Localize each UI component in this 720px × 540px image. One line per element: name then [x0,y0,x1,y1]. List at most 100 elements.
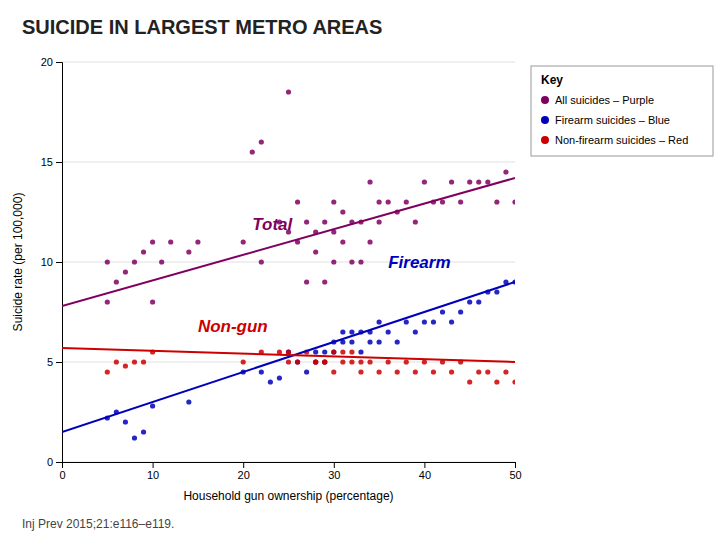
tick: 20 [41,56,62,68]
point [268,379,273,384]
grid-line [62,162,515,163]
point [313,249,318,254]
point [123,419,128,424]
annotation: Non-gun [198,317,268,336]
point [395,369,400,374]
point [358,359,363,364]
legend-entry: All suicides – Purple [555,94,654,106]
point [340,209,345,214]
tick-mark [424,462,425,468]
point [195,239,200,244]
y-axis: 05101520 [41,56,63,468]
point [386,199,391,204]
legend-swatch [541,136,549,144]
point [413,329,418,334]
point [494,289,499,294]
point [331,199,336,204]
point [377,199,382,204]
point [358,259,363,264]
point [349,339,354,344]
point [186,249,191,254]
tick-label: 10 [41,256,53,268]
tick-mark [56,162,62,163]
point [386,329,391,334]
tick-mark [334,462,335,468]
point [449,319,454,324]
point [512,199,515,204]
point [367,359,372,364]
tick-mark [243,462,244,468]
point [141,249,146,254]
point [295,359,300,364]
scatter-series [105,89,515,304]
point [241,359,246,364]
point [114,359,119,364]
point [404,359,409,364]
annotation: Firearm [388,253,450,272]
point [322,359,327,364]
plot-area: 0102030405005101520TotalFirearmNon-gun [41,56,522,481]
point [476,299,481,304]
point [377,219,382,224]
tick-label: 0 [59,469,65,481]
point [431,369,436,374]
point [503,369,508,374]
point [322,279,327,284]
annotation: Total [252,215,293,234]
tick-label: 5 [47,356,53,368]
point [322,359,327,364]
point [159,259,164,264]
point [485,179,490,184]
point [277,375,282,380]
point [503,169,508,174]
point [395,339,400,344]
tick-label: 20 [41,56,53,68]
tick-label: 15 [41,156,53,168]
point [132,435,137,440]
point [512,379,515,384]
tick: 30 [328,462,340,481]
point [150,239,155,244]
legend-title: Key [541,73,563,87]
point [331,349,336,354]
point [259,369,264,374]
point [105,369,110,374]
legend-swatch [541,96,549,104]
title: SUICIDE IN LARGEST METRO AREAS [22,16,382,38]
point [404,199,409,204]
point [467,379,472,384]
point [494,379,499,384]
point [340,329,345,334]
point [404,319,409,324]
point [440,199,445,204]
point [467,299,472,304]
point [250,149,255,154]
point [295,199,300,204]
point [467,179,472,184]
point [150,403,155,408]
point [340,239,345,244]
tick-mark [56,262,62,263]
y-grid [62,62,515,462]
point [304,279,309,284]
point [367,179,372,184]
point [123,269,128,274]
point [358,369,363,374]
point [458,199,463,204]
tick: 15 [41,156,62,168]
subtitle: Inj Prev 2015;21:e116–e119. [22,517,174,531]
point [259,259,264,264]
point [295,359,300,364]
point [123,363,128,368]
point [476,369,481,374]
point [367,239,372,244]
point [349,349,354,354]
point [141,429,146,434]
point [105,299,110,304]
trend-line [62,282,515,432]
point [304,219,309,224]
point [386,359,391,364]
point [132,259,137,264]
point [168,239,173,244]
point [331,369,336,374]
